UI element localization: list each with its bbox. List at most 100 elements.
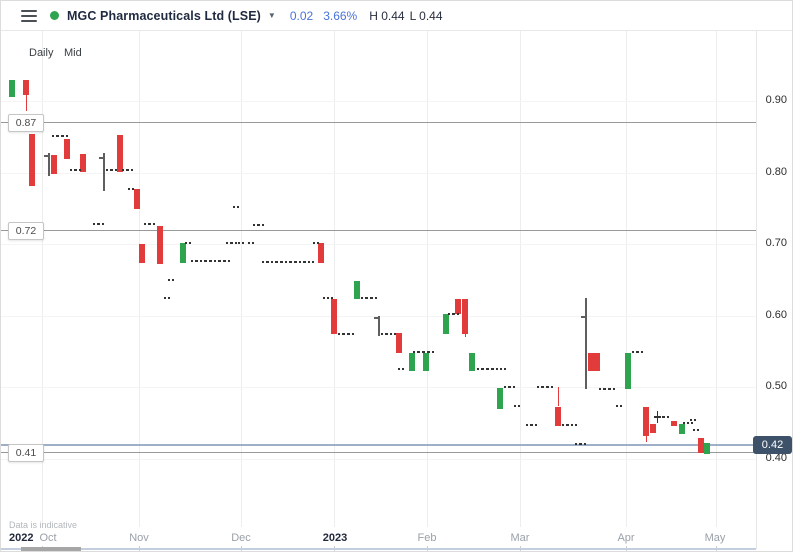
- doji-dash-mark: [281, 261, 287, 263]
- doji-dash-mark: [361, 297, 367, 299]
- price-type-button-mid[interactable]: Mid: [64, 47, 82, 59]
- grid-line-vertical: [427, 31, 428, 527]
- doji-dash-mark: [267, 261, 273, 263]
- candle-down: [51, 155, 57, 174]
- doji-dash-mark: [386, 333, 392, 335]
- time-axis-tick: [334, 546, 335, 551]
- session-low-label: L 0.44: [409, 8, 443, 23]
- doji-dash-mark: [258, 224, 264, 226]
- price-level-label[interactable]: 0.72: [8, 222, 44, 240]
- doji-dash-mark: [571, 424, 577, 426]
- candle-up: [180, 243, 186, 263]
- doji-dash-mark: [226, 242, 232, 244]
- grid-line-vertical: [139, 31, 140, 527]
- candle-down: [331, 299, 337, 334]
- x-axis-label: Dec: [231, 532, 251, 544]
- doji-dash-mark: [448, 313, 454, 315]
- doji-dash-mark: [93, 223, 99, 225]
- doji-dash-mark: [304, 261, 310, 263]
- doji-dash-mark: [327, 297, 333, 299]
- candle-up: [469, 353, 475, 371]
- x-axis-label: May: [704, 532, 726, 544]
- doji-dash-mark: [149, 223, 155, 225]
- market-open-status-icon: [50, 11, 59, 20]
- grid-line-vertical: [334, 31, 335, 527]
- instrument-title[interactable]: MGC Pharmaceuticals Ltd (LSE): [67, 8, 261, 23]
- grid-line-vertical: [716, 31, 717, 527]
- price-level-label[interactable]: 0.41: [8, 444, 44, 462]
- candle-up: [497, 388, 503, 409]
- doji-dash-mark: [423, 351, 429, 353]
- doji-dash-mark: [224, 260, 230, 262]
- candle-down: [650, 424, 656, 433]
- doji-dash-mark: [599, 388, 605, 390]
- time-axis-tick: [626, 546, 627, 551]
- doji-dash-mark: [62, 135, 68, 137]
- y-axis-label: 0.60: [765, 309, 787, 321]
- chevron-down-icon[interactable]: ▼: [267, 11, 276, 20]
- price-level-line: [1, 122, 756, 123]
- doji-dash-mark: [52, 135, 58, 137]
- doji-dash-mark: [253, 224, 259, 226]
- timeframe-button-daily[interactable]: Daily: [29, 47, 54, 59]
- doji-dash-mark: [271, 261, 277, 263]
- time-axis-tick: [139, 546, 140, 551]
- time-scrollbar[interactable]: [1, 548, 756, 550]
- doji-dash-mark: [683, 422, 689, 424]
- candle-down: [698, 438, 704, 453]
- menu-icon[interactable]: [21, 9, 37, 22]
- doji-dash-mark: [366, 297, 372, 299]
- candle-up: [423, 353, 429, 371]
- doji-dash-mark: [381, 333, 387, 335]
- data-indicative-note: Data is indicative: [9, 520, 78, 530]
- time-scrollbar-handle[interactable]: [21, 547, 81, 551]
- doji-dash-mark: [106, 169, 112, 171]
- doji-dash-mark: [210, 260, 216, 262]
- candle-up: [679, 424, 685, 434]
- doji-dash-mark: [487, 368, 493, 370]
- doji-dash-mark: [185, 242, 191, 244]
- y-axis-separator: [756, 31, 757, 549]
- price-level-line: [1, 452, 756, 453]
- doji-dash-mark: [248, 242, 254, 244]
- doji-dash-mark: [604, 388, 610, 390]
- candle-down: [29, 134, 35, 186]
- doji-dash-mark: [580, 443, 586, 445]
- doji-dash-mark: [200, 260, 206, 262]
- doji-dash-mark: [219, 260, 225, 262]
- doji-dash-mark: [687, 422, 693, 424]
- doji-dash-mark: [299, 261, 305, 263]
- grid-line-horizontal: [1, 387, 756, 388]
- chart-header: MGC Pharmaceuticals Ltd (LSE) ▼ 0.02 3.6…: [1, 1, 792, 31]
- doji-dash-mark: [509, 386, 515, 388]
- candle-up: [409, 353, 415, 371]
- doji-dash-mark: [371, 297, 377, 299]
- x-axis-label: 2023: [322, 532, 348, 544]
- price-level-label[interactable]: 0.87: [8, 114, 44, 132]
- time-axis-tick: [716, 546, 717, 551]
- doji-dash-mark: [323, 297, 329, 299]
- doji-dash-mark: [262, 261, 268, 263]
- candle-lower-wick: [465, 334, 466, 337]
- doji-dash-mark: [562, 424, 568, 426]
- doji-dash-mark: [57, 135, 63, 137]
- x-axis-label: Nov: [129, 532, 149, 544]
- doji-dash-mark: [238, 242, 244, 244]
- doji-dash-mark: [348, 333, 354, 335]
- candle-down: [80, 154, 86, 172]
- doji-dash-mark: [609, 388, 615, 390]
- doji-dash-mark: [531, 424, 537, 426]
- doji-dash-mark: [482, 368, 488, 370]
- candle-range-bar: [103, 153, 105, 191]
- doji-dash-mark: [690, 419, 696, 421]
- doji-dash-mark: [308, 261, 314, 263]
- doji-dash-mark: [663, 416, 669, 418]
- price-level-line: [1, 230, 756, 231]
- grid-line-horizontal: [1, 101, 756, 102]
- doji-dash-mark: [205, 260, 211, 262]
- doji-dash-mark: [276, 261, 282, 263]
- time-axis-tick: [520, 546, 521, 551]
- candle-range-bar: [585, 298, 587, 389]
- doji-dash-mark: [575, 443, 581, 445]
